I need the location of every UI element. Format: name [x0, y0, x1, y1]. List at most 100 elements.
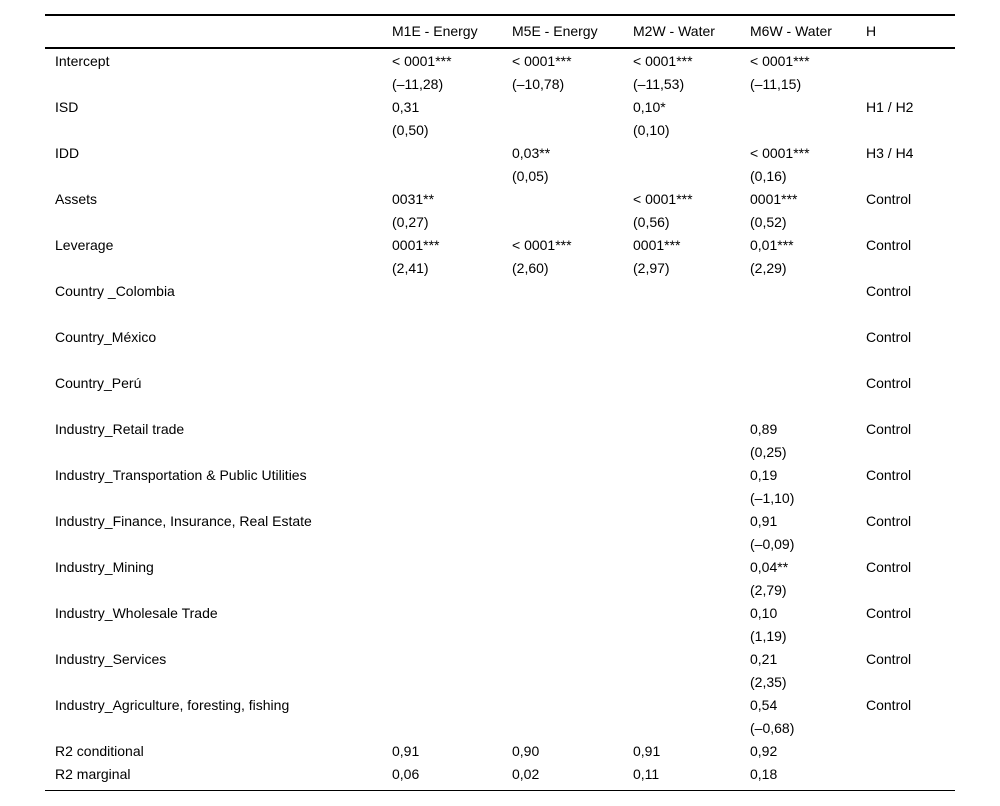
table-row: Industry_Transportation & Public Utiliti… — [45, 464, 955, 510]
table-row: Leverage 0001*** (2,41) < 0001*** (2,60) 0001… — [45, 234, 955, 280]
t-statistic — [750, 395, 866, 418]
p-value — [633, 602, 750, 625]
coefficient-cell — [633, 326, 750, 372]
row-label: R2 conditional — [55, 742, 144, 759]
t-statistic: (2,79) — [750, 581, 787, 598]
coefficient-cell — [392, 418, 512, 464]
p-value — [512, 372, 633, 395]
t-statistic — [512, 349, 633, 372]
t-statistic — [392, 487, 512, 510]
t-statistic: (–11,53) — [633, 75, 685, 92]
row-label: Industry_Finance, Insurance, Real Estate — [55, 512, 312, 529]
coefficient-cell — [392, 602, 512, 648]
t-statistic — [392, 165, 512, 188]
table-row: Intercept < 0001*** (–11,28) < 0001*** (–10,… — [45, 50, 955, 96]
p-value — [633, 510, 750, 533]
p-value — [392, 556, 512, 579]
t-statistic — [633, 441, 750, 464]
coefficient-cell — [512, 556, 633, 602]
row-label: Industry_Transportation & Public Utiliti… — [55, 466, 307, 483]
p-value — [512, 648, 633, 671]
t-statistic: (2,60) — [512, 259, 549, 276]
p-value: 0,18 — [750, 765, 778, 782]
t-statistic — [512, 441, 633, 464]
p-value — [633, 464, 750, 487]
coefficient-cell — [633, 280, 750, 326]
p-value — [633, 280, 750, 303]
p-value: 0,91 — [633, 742, 661, 759]
t-statistic — [512, 303, 633, 326]
coefficient-cell: < 0001*** (–10,78) — [512, 50, 633, 96]
p-value — [512, 694, 633, 717]
t-statistic — [392, 441, 512, 464]
p-value — [512, 418, 633, 441]
coefficient-cell — [633, 602, 750, 648]
coefficient-cell — [633, 372, 750, 418]
coefficient-cell: < 0001*** (0,16) — [750, 142, 866, 188]
p-value — [392, 648, 512, 671]
row-label: ISD — [55, 98, 79, 115]
t-statistic — [633, 717, 750, 740]
coefficient-cell — [512, 188, 633, 234]
coefficient-cell — [512, 96, 633, 142]
coefficient-cell: 0,31 (0,50) — [392, 96, 512, 142]
p-value — [392, 372, 512, 395]
p-value — [750, 326, 866, 349]
p-value — [633, 372, 750, 395]
t-statistic — [512, 211, 633, 234]
t-statistic — [392, 671, 512, 694]
p-value — [512, 602, 633, 625]
t-statistic: (2,97) — [633, 259, 670, 276]
p-value: 0,54 — [750, 696, 778, 713]
table-header-row: M1E - Energy M5E - Energy M2W - Water M6… — [45, 16, 955, 47]
p-value: 0,21 — [750, 650, 778, 667]
p-value — [750, 96, 866, 119]
t-statistic: (0,52) — [750, 213, 787, 230]
coefficient-cell — [392, 510, 512, 556]
t-statistic: (0,10) — [633, 121, 670, 138]
coefficient-cell: < 0001*** (–11,28) — [392, 50, 512, 96]
hypothesis-cell — [866, 50, 955, 96]
table-header-rule — [45, 46, 955, 49]
coefficient-cell: 0031** (0,27) — [392, 188, 512, 234]
coefficient-cell — [750, 280, 866, 326]
row-label: Industry_Services — [55, 650, 167, 667]
hypothesis-cell: Control — [866, 696, 912, 713]
p-value — [392, 326, 512, 349]
coefficient-cell: 0,02 — [512, 763, 633, 786]
table-body: Intercept < 0001*** (–11,28) < 0001*** (–10,… — [45, 49, 955, 786]
hypothesis-cell: Control — [866, 604, 912, 621]
coefficient-cell: 0,18 — [750, 763, 866, 786]
table-row: Country_México Control — [45, 326, 955, 372]
p-value — [392, 602, 512, 625]
coefficient-cell — [512, 694, 633, 740]
coefficient-cell — [392, 280, 512, 326]
coefficient-cell: 0,91 — [392, 740, 512, 763]
t-statistic: (0,56) — [633, 213, 670, 230]
row-label: IDD — [55, 144, 80, 161]
p-value — [512, 326, 633, 349]
p-value — [633, 556, 750, 579]
coefficient-cell — [633, 464, 750, 510]
column-header-m2w-water: M2W - Water — [633, 23, 715, 39]
coefficient-cell — [512, 372, 633, 418]
p-value — [750, 372, 866, 395]
table-bottom-rule — [45, 789, 955, 791]
p-value — [633, 142, 750, 165]
coefficient-cell: < 0001*** (–11,15) — [750, 50, 866, 96]
t-statistic — [392, 349, 512, 372]
column-header-m1e-energy: M1E - Energy — [392, 23, 478, 39]
row-label: Industry_Wholesale Trade — [55, 604, 218, 621]
p-value — [392, 280, 512, 303]
table-row: Industry_Finance, Insurance, Real Estate… — [45, 510, 955, 556]
coefficient-cell — [512, 464, 633, 510]
t-statistic: (–10,78) — [512, 75, 565, 92]
p-value — [512, 510, 633, 533]
p-value: 0,03** — [512, 144, 551, 161]
p-value: 0,19 — [750, 466, 778, 483]
p-value — [512, 188, 633, 211]
p-value: < 0001*** — [512, 52, 572, 69]
t-statistic: (1,19) — [750, 627, 787, 644]
t-statistic — [512, 119, 633, 142]
coefficient-cell — [633, 648, 750, 694]
